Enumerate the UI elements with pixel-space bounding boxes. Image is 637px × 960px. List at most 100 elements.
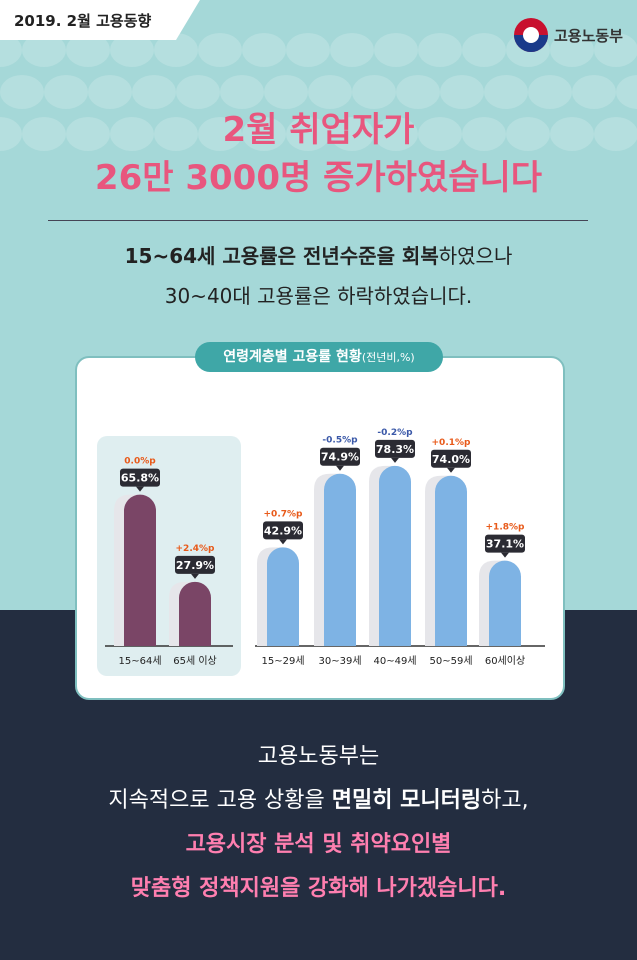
value-label-pointer	[279, 539, 287, 545]
footer-line-2a: 지속적으로 고용 상황을	[108, 788, 332, 813]
decor-dot	[594, 33, 637, 67]
value-label: 37.1%	[486, 538, 524, 551]
footer-line-4: 맞춤형 정책지원을 강화해 나가겠습니다.	[130, 876, 507, 901]
value-label-box	[263, 521, 303, 540]
change-label: +0.1%p	[432, 438, 472, 448]
change-label: +0.7%p	[264, 509, 304, 519]
decor-dot	[66, 33, 110, 67]
decor-dot	[528, 75, 572, 109]
category-label: 50~59세	[429, 655, 472, 667]
decor-dot	[0, 117, 22, 151]
value-label-box	[375, 439, 415, 458]
ministry-logo: 고용노동부	[513, 18, 623, 52]
date-badge: 2019. 2월 고용동향	[0, 0, 200, 40]
decor-dot	[220, 75, 264, 109]
value-label: 74.9%	[321, 451, 359, 464]
ministry-logo-icon	[513, 18, 548, 52]
footer-line-2b: 하고,	[481, 788, 529, 813]
bar-2	[267, 547, 299, 646]
divider	[48, 220, 588, 221]
value-label: 74.0%	[432, 453, 470, 466]
value-label: 78.3%	[376, 443, 414, 456]
decor-dot	[110, 117, 154, 151]
category-label: 40~49세	[373, 655, 416, 667]
decor-dot	[0, 33, 22, 67]
footer-line-2: 지속적으로 고용 상황을 면밀히 모니터링하고,	[0, 782, 637, 814]
decor-dot	[66, 117, 110, 151]
subhead-rest: 하였으나	[438, 244, 513, 268]
decor-dot	[374, 33, 418, 67]
decor-dot	[154, 33, 198, 67]
change-label: -0.5%p	[322, 436, 358, 446]
decor-dot	[418, 117, 462, 151]
decor-dot	[242, 33, 286, 67]
chart-title-text: 연령계층별 고용률 현황	[223, 349, 362, 365]
decor-dot	[462, 33, 506, 67]
ministry-logo-text: 고용노동부	[553, 26, 623, 45]
decor-dot	[594, 117, 637, 151]
value-label-box	[120, 468, 160, 487]
dot-pattern	[0, 33, 637, 151]
decor-dot	[242, 117, 286, 151]
decor-dot	[132, 75, 176, 109]
subhead-line-1: 15~64세 고용률은 전년수준을 회복하였으나	[0, 240, 637, 269]
headline-line-2: 26만 3000명 증가하였습니다	[94, 158, 543, 198]
decor-dot	[0, 75, 44, 109]
category-label: 15~64세	[118, 655, 161, 667]
bar-4	[379, 465, 411, 646]
category-label: 30~39세	[318, 655, 361, 667]
decor-dot	[374, 117, 418, 151]
bar-0	[124, 494, 156, 646]
decor-dot	[22, 117, 66, 151]
bar-3	[324, 473, 356, 646]
decor-dot	[198, 33, 242, 67]
value-label: 65.8%	[121, 472, 159, 485]
decor-dot	[550, 33, 594, 67]
decor-dot	[506, 117, 550, 151]
change-label: +1.8%p	[486, 523, 526, 533]
decor-dot	[264, 75, 308, 109]
decor-dot	[110, 33, 154, 67]
value-label-pointer	[191, 573, 199, 579]
decor-dot	[572, 75, 616, 109]
footer-line-1: 고용노동부는	[257, 744, 380, 769]
decor-dot	[88, 75, 132, 109]
decor-dot	[22, 33, 66, 67]
change-label: 0.0%p	[124, 457, 156, 467]
decor-dot	[396, 75, 440, 109]
decor-dot	[418, 33, 462, 67]
bar-6	[489, 560, 521, 646]
category-label: 60세이상	[485, 655, 525, 667]
decor-dot	[286, 33, 330, 67]
footer-line-3: 고용시장 분석 및 취약요인별	[185, 832, 452, 857]
value-label-pointer	[391, 457, 399, 463]
decor-dot	[198, 117, 242, 151]
decor-dot	[484, 75, 528, 109]
decor-dot	[352, 75, 396, 109]
value-label-pointer	[501, 552, 509, 558]
value-label-pointer	[447, 467, 455, 473]
decor-dot	[176, 75, 220, 109]
value-label-box	[431, 449, 471, 468]
category-label: 65세 이상	[173, 655, 217, 667]
chart-title: 연령계층별 고용률 현황(전년비,%)	[195, 342, 443, 372]
value-label-box	[485, 534, 525, 553]
date-badge-label: 2019. 2월 고용동향	[14, 12, 152, 30]
decor-dot	[616, 75, 637, 109]
value-label-box	[175, 555, 215, 574]
decor-dot	[440, 75, 484, 109]
bar-1	[179, 581, 211, 646]
value-label: 42.9%	[264, 524, 302, 537]
decor-dot	[550, 117, 594, 151]
employment-rate-chart: 65.8% 0.0%p 15~64세 27.9% +2.4%p 65세 이상 42.9% +0…	[97, 428, 545, 676]
decor-dot	[44, 75, 88, 109]
headline-line-1: 2월 취업자가	[222, 110, 415, 150]
chart-title-suffix: (전년비,%)	[361, 351, 415, 364]
category-label: 15~29세	[261, 655, 304, 667]
decor-dot	[154, 117, 198, 151]
subhead-line-2: 30~40대 고용률은 하락하였습니다.	[164, 284, 473, 308]
subhead-bold: 15~64세 고용률은 전년수준을 회복	[124, 244, 439, 268]
decor-dot	[308, 75, 352, 109]
value-label: 27.9%	[176, 559, 214, 572]
value-label-pointer	[336, 465, 344, 471]
